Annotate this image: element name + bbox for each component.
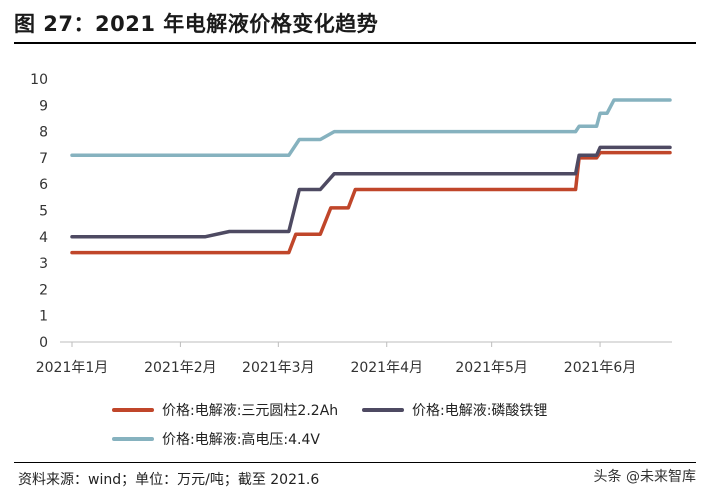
watermark-text: 头条 @未来智库	[593, 469, 696, 485]
x-tick-label-2: 2021年3月	[242, 360, 315, 376]
y-tick-label-3: 3	[39, 256, 48, 272]
legend-label-series-1: 价格:电解液:磷酸铁锂	[412, 403, 548, 419]
y-tick-label-8: 8	[39, 125, 48, 141]
source-note: 资料来源：wind；单位：万元/吨；截至 2021.6	[18, 472, 320, 488]
series-line-0	[70, 150, 672, 255]
y-tick-label-7: 7	[39, 151, 48, 167]
legend-swatch-series-1	[362, 408, 404, 412]
series-line-1	[70, 145, 672, 239]
y-tick-label-6: 6	[39, 177, 48, 193]
x-tick-label-3: 2021年4月	[350, 360, 423, 376]
y-tick-label-1: 1	[39, 309, 48, 325]
footer-divider	[14, 462, 696, 463]
y-tick-label-2: 2	[39, 282, 48, 298]
legend-swatch-series-2	[112, 437, 154, 441]
chart-title: 图 27：2021 年电解液价格变化趋势	[14, 12, 379, 36]
x-tick-label-1: 2021年2月	[144, 360, 217, 376]
y-tick-label-9: 9	[39, 98, 48, 114]
x-tick-label-5: 2021年6月	[564, 360, 637, 376]
legend-item-series-1: 价格:电解液:磷酸铁锂	[362, 400, 547, 420]
title-divider	[14, 42, 696, 44]
y-tick-label-5: 5	[39, 204, 48, 220]
y-tick-label-4: 4	[39, 230, 48, 246]
line-chart: 0 1 2 3 4 5 6 7 8 9 10 2021年1月 2021年2月 2021年3月 2021年4月…	[30, 72, 672, 376]
watermark: 头条 @未来智库	[593, 466, 696, 486]
y-tick-label-10: 10	[30, 72, 48, 88]
legend-swatch-series-0	[112, 408, 154, 412]
x-tick-label-4: 2021年5月	[455, 360, 528, 376]
legend-item-series-0: 价格:电解液:三元圆柱2.2Ah	[112, 400, 338, 420]
series-line-2	[70, 98, 672, 158]
legend-label-series-0: 价格:电解液:三元圆柱2.2Ah	[162, 403, 339, 419]
legend-label-series-2: 价格:电解液:高电压:4.4V	[162, 432, 320, 448]
legend-item-series-2: 价格:电解液:高电压:4.4V	[112, 429, 320, 449]
y-tick-label-0: 0	[39, 335, 48, 351]
x-tick-label-0: 2021年1月	[36, 360, 109, 376]
